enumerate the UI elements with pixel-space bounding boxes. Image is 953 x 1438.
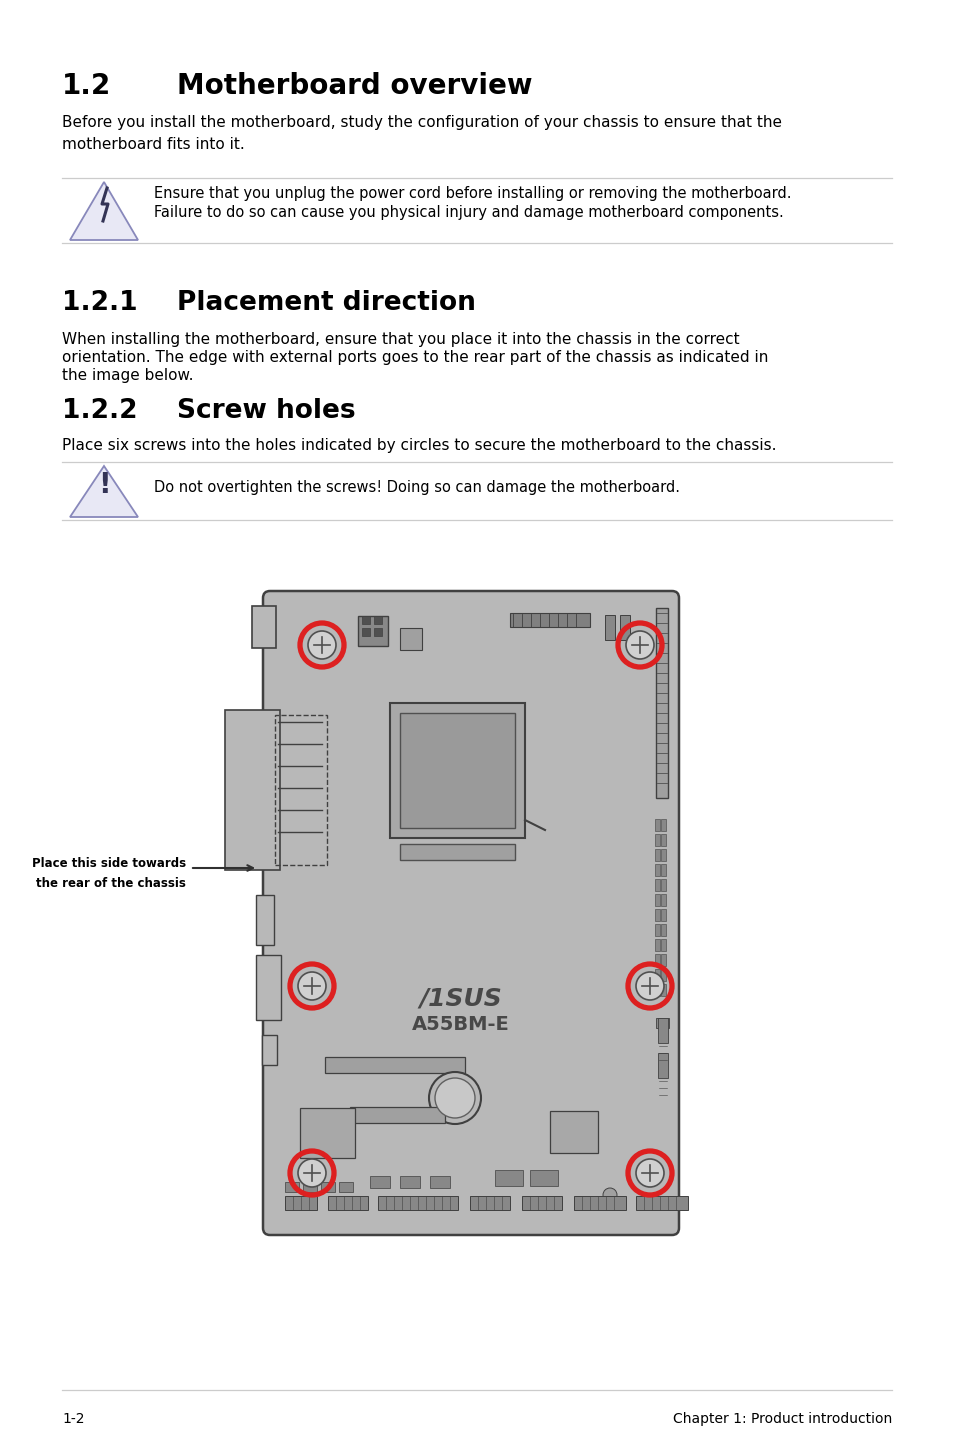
Bar (660, 969, 665, 981)
Bar (521, 1196, 561, 1209)
Circle shape (636, 1159, 663, 1186)
Bar (530, 1171, 558, 1186)
Text: the rear of the chassis: the rear of the chassis (36, 877, 186, 890)
Polygon shape (70, 183, 138, 240)
Bar (299, 1109, 355, 1158)
Bar (660, 834, 665, 846)
Bar (655, 879, 659, 892)
Bar (350, 1107, 444, 1123)
Bar (655, 939, 659, 951)
Bar (660, 939, 665, 951)
Circle shape (297, 1159, 326, 1186)
Bar (374, 628, 381, 636)
Bar (325, 1057, 464, 1073)
Bar (399, 713, 515, 828)
Circle shape (429, 1071, 480, 1125)
Bar (656, 1018, 668, 1028)
Bar (361, 615, 370, 624)
Bar (252, 605, 275, 649)
Text: !: ! (97, 472, 111, 499)
Bar (574, 1196, 625, 1209)
Bar (390, 703, 524, 838)
Circle shape (297, 972, 326, 999)
Bar (660, 820, 665, 831)
Bar (285, 1182, 298, 1192)
Polygon shape (70, 466, 138, 518)
Bar (399, 1176, 419, 1188)
Text: Chapter 1: Product introduction: Chapter 1: Product introduction (672, 1412, 891, 1426)
Bar (656, 608, 667, 798)
Bar (303, 1182, 316, 1192)
Text: When installing the motherboard, ensure that you place it into the chassis in th: When installing the motherboard, ensure … (62, 332, 739, 347)
Bar (636, 1196, 687, 1209)
Bar (655, 984, 659, 997)
Bar (655, 894, 659, 906)
Bar (285, 1196, 316, 1209)
Bar (470, 1196, 510, 1209)
Bar (619, 615, 629, 640)
Bar (655, 925, 659, 936)
Bar (660, 879, 665, 892)
Bar (399, 628, 421, 650)
Text: 1.2: 1.2 (62, 72, 112, 101)
Text: 1-2: 1-2 (62, 1412, 85, 1426)
Bar (430, 1176, 450, 1188)
Bar (495, 1171, 522, 1186)
Text: Do not overtighten the screws! Doing so can damage the motherboard.: Do not overtighten the screws! Doing so … (153, 480, 679, 495)
Text: Place this side towards: Place this side towards (31, 857, 186, 870)
Bar (660, 848, 665, 861)
Bar (357, 615, 388, 646)
Bar (320, 1182, 335, 1192)
Bar (655, 953, 659, 966)
Bar (660, 925, 665, 936)
Text: Motherboard overview: Motherboard overview (177, 72, 532, 101)
Bar (655, 834, 659, 846)
Circle shape (602, 1188, 617, 1202)
Bar (658, 1018, 667, 1043)
Bar (660, 953, 665, 966)
Bar (370, 1176, 390, 1188)
Text: /1SUS: /1SUS (419, 986, 502, 1009)
Text: Ensure that you unplug the power cord before installing or removing the motherbo: Ensure that you unplug the power cord be… (153, 186, 791, 201)
Text: Before you install the motherboard, study the configuration of your chassis to e: Before you install the motherboard, stud… (62, 115, 781, 152)
Bar (604, 615, 615, 640)
Bar (655, 969, 659, 981)
Bar (510, 613, 589, 627)
Bar (655, 848, 659, 861)
Bar (550, 1112, 598, 1153)
Text: Screw holes: Screw holes (177, 398, 355, 424)
Bar (399, 844, 515, 860)
Text: Failure to do so can cause you physical injury and damage motherboard components: Failure to do so can cause you physical … (153, 206, 783, 220)
Bar (660, 909, 665, 920)
Bar (660, 984, 665, 997)
Bar (374, 615, 381, 624)
Circle shape (308, 631, 335, 659)
Bar (655, 820, 659, 831)
Circle shape (625, 631, 654, 659)
Bar (658, 1053, 667, 1078)
FancyBboxPatch shape (263, 591, 679, 1235)
Bar (660, 894, 665, 906)
Text: Placement direction: Placement direction (177, 290, 476, 316)
Bar (660, 864, 665, 876)
Bar (361, 628, 370, 636)
Bar (655, 909, 659, 920)
Bar (338, 1182, 353, 1192)
Bar (328, 1196, 368, 1209)
Bar (655, 864, 659, 876)
Bar (255, 894, 274, 945)
Bar (274, 715, 327, 866)
Circle shape (636, 972, 663, 999)
Text: orientation. The edge with external ports goes to the rear part of the chassis a: orientation. The edge with external port… (62, 349, 767, 365)
Text: the image below.: the image below. (62, 368, 193, 383)
Circle shape (435, 1078, 475, 1117)
Bar (262, 1035, 276, 1066)
Text: 1.2.2: 1.2.2 (62, 398, 137, 424)
Text: Place six screws into the holes indicated by circles to secure the motherboard t: Place six screws into the holes indicate… (62, 439, 776, 453)
Bar (377, 1196, 457, 1209)
Text: 1.2.1: 1.2.1 (62, 290, 137, 316)
Bar (225, 710, 280, 870)
Bar (255, 955, 281, 1020)
Text: A55BM-E: A55BM-E (412, 1014, 509, 1034)
